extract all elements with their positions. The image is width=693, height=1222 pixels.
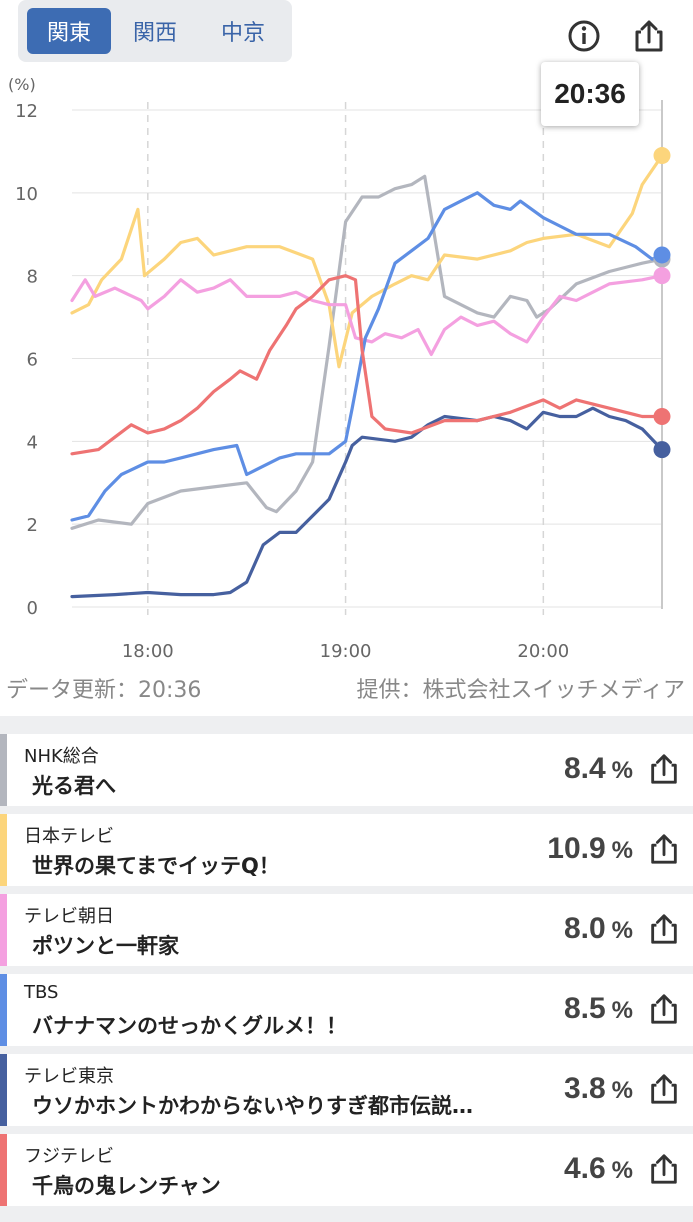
- rating-value: 3.8%: [563, 1072, 633, 1105]
- share-icon[interactable]: [647, 832, 681, 866]
- y-tick-label: 4: [27, 432, 38, 453]
- program-title: ウソかホントかわからないやりすぎ都市伝説…: [32, 1094, 473, 1118]
- channel-name: フジテレビ: [24, 1146, 114, 1167]
- x-tick-label: 20:00: [517, 641, 569, 662]
- rating-value: 8.4%: [563, 752, 633, 785]
- program-title: ポツンと一軒家: [32, 934, 179, 958]
- rating-value: 4.6%: [563, 1152, 633, 1185]
- rating-value: 8.0%: [563, 912, 633, 945]
- program-title: 世界の果てまでイッテQ！: [32, 854, 280, 878]
- series-end-marker: [653, 267, 671, 285]
- data-updated-text: データ更新：20:36: [6, 678, 202, 703]
- tab-chukyo[interactable]: 中京: [220, 21, 265, 46]
- list-item[interactable]: TBS バナナマンのせっかくグルメ！！ 8.5%: [0, 974, 693, 1046]
- y-tick-label: 12: [15, 101, 38, 122]
- y-tick-label: 10: [15, 184, 38, 205]
- series-line: [70, 154, 664, 369]
- series-line: [70, 274, 664, 456]
- channel-name: テレビ朝日: [24, 906, 114, 927]
- series-line: [70, 191, 664, 522]
- list-item[interactable]: 日本テレビ 世界の果てまでイッテQ！ 10.9%: [0, 814, 693, 886]
- share-icon[interactable]: [647, 992, 681, 1026]
- y-tick-label: 8: [27, 267, 38, 288]
- program-title: 光る君へ: [32, 774, 116, 798]
- tab-kanto[interactable]: 関東: [27, 8, 111, 54]
- list-item[interactable]: フジテレビ 千鳥の鬼レンチャン 4.6%: [0, 1134, 693, 1206]
- channel-color-bar: [0, 894, 7, 966]
- series-end-marker: [653, 147, 671, 165]
- channel-name: 日本テレビ: [24, 826, 114, 847]
- share-icon[interactable]: [647, 912, 681, 946]
- share-icon[interactable]: [647, 1152, 681, 1186]
- time-tooltip: 20:36: [541, 62, 639, 126]
- series-line: [70, 406, 664, 599]
- y-tick-label: 0: [27, 598, 38, 619]
- channel-color-bar: [0, 1134, 7, 1206]
- viewing-rate-chart: 0 2 4 6 8 10 12 (%) 18:00 19:00 20:00: [8, 75, 671, 662]
- data-source-text: 提供：株式会社スイッチメディア: [356, 678, 685, 703]
- list-item[interactable]: テレビ朝日 ポツンと一軒家 8.0%: [0, 894, 693, 966]
- y-axis-unit-label: (%): [8, 75, 36, 94]
- y-tick-label: 6: [27, 350, 38, 371]
- list-item[interactable]: NHK総合 光る君へ 8.4%: [0, 734, 693, 806]
- rating-value: 10.9%: [547, 832, 633, 865]
- channel-name: テレビ東京: [24, 1066, 114, 1087]
- channel-name: NHK総合: [24, 746, 99, 767]
- x-tick-label: 18:00: [122, 641, 174, 662]
- tab-kansai[interactable]: 関西: [132, 21, 177, 46]
- series-end-marker: [653, 407, 671, 425]
- share-icon[interactable]: [647, 1072, 681, 1106]
- program-title: 千鳥の鬼レンチャン: [32, 1174, 221, 1198]
- x-tick-label: 19:00: [320, 641, 372, 662]
- series-line: [70, 174, 664, 530]
- channel-list: NHK総合 光る君へ 8.4% 日本テレビ 世界の果てまでイッテQ！ 10.9%…: [0, 716, 693, 1222]
- y-tick-label: 2: [27, 515, 38, 536]
- channel-color-bar: [0, 1054, 7, 1126]
- channel-color-bar: [0, 814, 7, 886]
- share-icon[interactable]: [647, 752, 681, 786]
- region-tabs: 関東 関西 中京: [18, 0, 292, 62]
- series-end-marker: [653, 246, 671, 264]
- series-end-marker: [653, 441, 671, 459]
- info-icon[interactable]: [566, 18, 602, 54]
- channel-name: TBS: [24, 982, 59, 1003]
- program-title: バナナマンのせっかくグルメ！！: [32, 1014, 347, 1038]
- rating-value: 8.5%: [563, 992, 633, 1025]
- channel-color-bar: [0, 974, 7, 1046]
- share-icon[interactable]: [631, 18, 667, 54]
- list-item[interactable]: テレビ東京 ウソかホントかわからないやりすぎ都市伝説… 3.8%: [0, 1054, 693, 1126]
- channel-color-bar: [0, 734, 7, 806]
